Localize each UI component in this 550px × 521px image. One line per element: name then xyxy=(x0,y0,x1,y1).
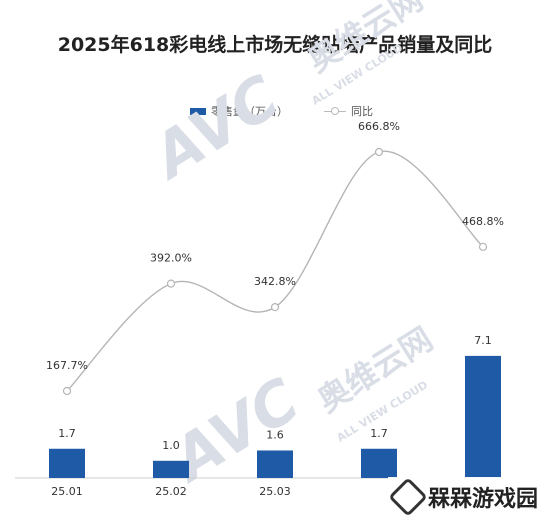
bar-label-25.01: 1.7 xyxy=(58,427,76,440)
yoy-label-25.04: 666.8% xyxy=(358,120,400,133)
yoy-point-25.04 xyxy=(374,147,384,157)
legend-line-label: 同比 xyxy=(351,105,373,118)
x-tick-label: 25.01 xyxy=(51,485,83,498)
site-logo-text: 槑槑游戏园 xyxy=(427,487,538,512)
bar-label-25.02: 1.0 xyxy=(162,439,180,452)
yoy-point-25.03 xyxy=(270,303,280,312)
yoy-label-25.01: 167.7% xyxy=(46,359,88,372)
bar-25.01 xyxy=(49,448,85,478)
site-logo-icon xyxy=(388,477,428,517)
bar-25.04 xyxy=(361,448,397,478)
yoy-point-25.05 xyxy=(478,242,488,251)
bar-25.03 xyxy=(257,450,293,478)
legend-line-swatch xyxy=(324,107,346,115)
yoy-point-25.01 xyxy=(62,386,72,396)
chart-title: 2025年618彩电线上市场无缝贴墙产品销量及同比 xyxy=(57,34,493,56)
x-tick-label: 25.03 xyxy=(259,485,291,498)
bar-label-25.05: 7.1 xyxy=(474,334,492,347)
yoy-label-25.05: 468.8% xyxy=(462,215,504,228)
site-logo: 槑槑游戏园 xyxy=(387,477,544,517)
yoy-label-25.02: 392.0% xyxy=(150,252,192,265)
bar-label-25.04: 1.7 xyxy=(370,427,388,440)
yoy-line xyxy=(66,150,484,392)
yoy-label-25.03: 342.8% xyxy=(254,275,296,288)
legend-bar-swatch xyxy=(190,107,206,115)
chart-legend: 零售量（万台） 同比 xyxy=(190,103,373,119)
bar-label-25.03: 1.6 xyxy=(266,428,284,441)
legend-bar-label: 零售量（万台） xyxy=(211,105,288,118)
yoy-point-25.02 xyxy=(166,279,176,288)
bar-25.05 xyxy=(465,355,501,478)
x-tick-label: 25.02 xyxy=(155,485,187,498)
bar-25.02 xyxy=(153,460,189,478)
